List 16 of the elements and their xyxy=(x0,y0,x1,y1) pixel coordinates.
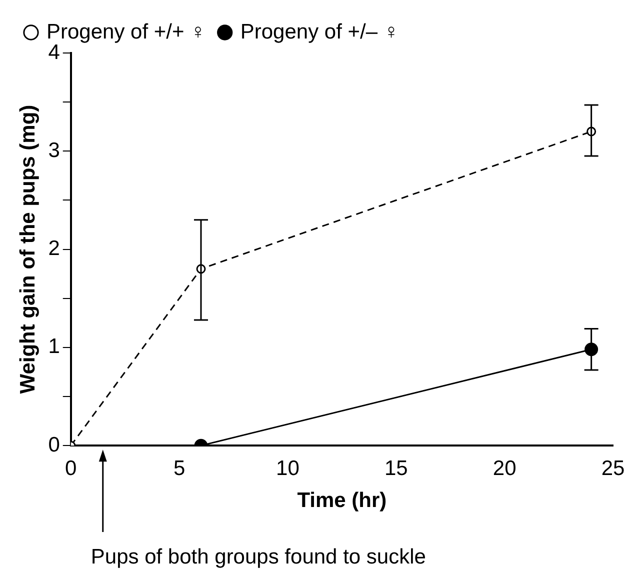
x-axis-title: Time (hr) xyxy=(297,489,387,512)
y-tick-label: 3 xyxy=(48,138,60,162)
x-tick-label: 10 xyxy=(276,456,300,480)
x-tick-label: 0 xyxy=(65,456,77,480)
x-tick-label: 15 xyxy=(384,456,408,480)
x-tick-label: 5 xyxy=(173,456,186,480)
x-tick-label: 20 xyxy=(492,456,516,480)
y-tick-label: 2 xyxy=(48,237,60,260)
x-tick-label: 25 xyxy=(601,456,625,480)
y-tick-label: 4 xyxy=(48,40,60,64)
legend-label: Progeny of +/– ♀ xyxy=(240,20,400,44)
legend-label: Progeny of +/+ ♀ xyxy=(46,20,206,44)
text: Pups of both groups found to suckle xyxy=(90,545,426,568)
y-tick-label: 1 xyxy=(48,335,60,358)
y-axis-title: Weight gain of the pups (mg) xyxy=(16,104,40,394)
y-tick-label: 0 xyxy=(48,433,60,456)
